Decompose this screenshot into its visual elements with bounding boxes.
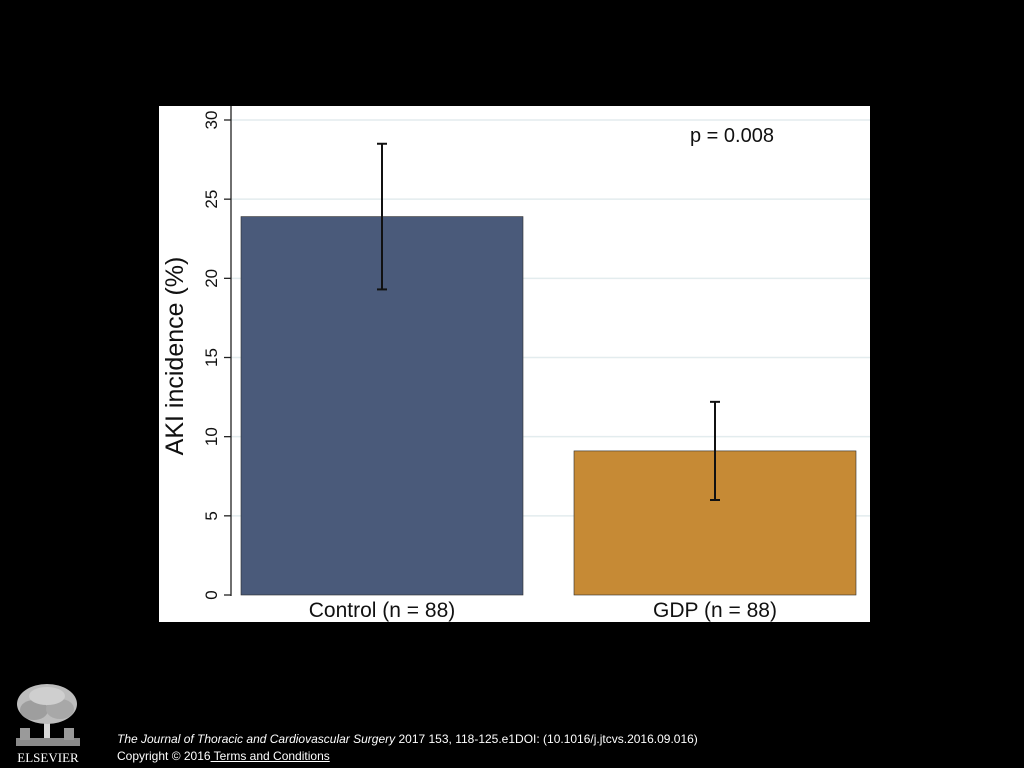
bar-layer	[240, 216, 857, 596]
journal-title: The Journal of Thoracic and Cardiovascul…	[117, 732, 396, 746]
copyright-line: Copyright © 2016 Terms and Conditions	[117, 748, 698, 765]
citation-block: The Journal of Thoracic and Cardiovascul…	[117, 731, 698, 765]
x-category-label: GDP (n = 88)	[653, 599, 777, 622]
chart-panel: 0 5 10 15 20 25 30 Control (n = 88) GDP (n = 88…	[159, 106, 870, 622]
citation-line: The Journal of Thoracic and Cardiovascul…	[117, 731, 698, 748]
copyright-text: Copyright © 2016	[117, 749, 211, 763]
elsevier-wordmark: ELSEVIER	[17, 750, 79, 765]
y-tick-label: 5	[202, 511, 221, 520]
y-tick-label: 25	[202, 190, 221, 209]
error-bar	[377, 142, 387, 291]
terms-and-conditions-link[interactable]: Terms and Conditions	[210, 749, 330, 763]
category-label-layer: Control (n = 88) GDP (n = 88)	[309, 599, 777, 622]
y-tick-label: 20	[202, 269, 221, 288]
y-tick-label: 0	[202, 590, 221, 599]
y-tick-layer: 0 5 10 15 20 25 30	[202, 111, 231, 600]
error-bar	[710, 400, 720, 501]
x-category-label: Control (n = 88)	[309, 599, 456, 622]
elsevier-logo: ELSEVIER	[10, 682, 86, 766]
error-bar-layer	[377, 142, 720, 501]
p-value-annotation: p = 0.008	[690, 125, 774, 147]
elsevier-tree-icon	[16, 684, 80, 746]
y-tick-label: 30	[202, 111, 221, 130]
y-tick-label: 10	[202, 427, 221, 446]
citation-details: 2017 153, 118-125.e1DOI: (10.1016/j.jtcv…	[395, 732, 698, 746]
y-tick-label: 15	[202, 348, 221, 367]
y-axis-title: AKI incidence (%)	[161, 257, 189, 456]
bar-chart: 0 5 10 15 20 25 30 Control (n = 88) GDP (n = 88…	[161, 106, 870, 622]
